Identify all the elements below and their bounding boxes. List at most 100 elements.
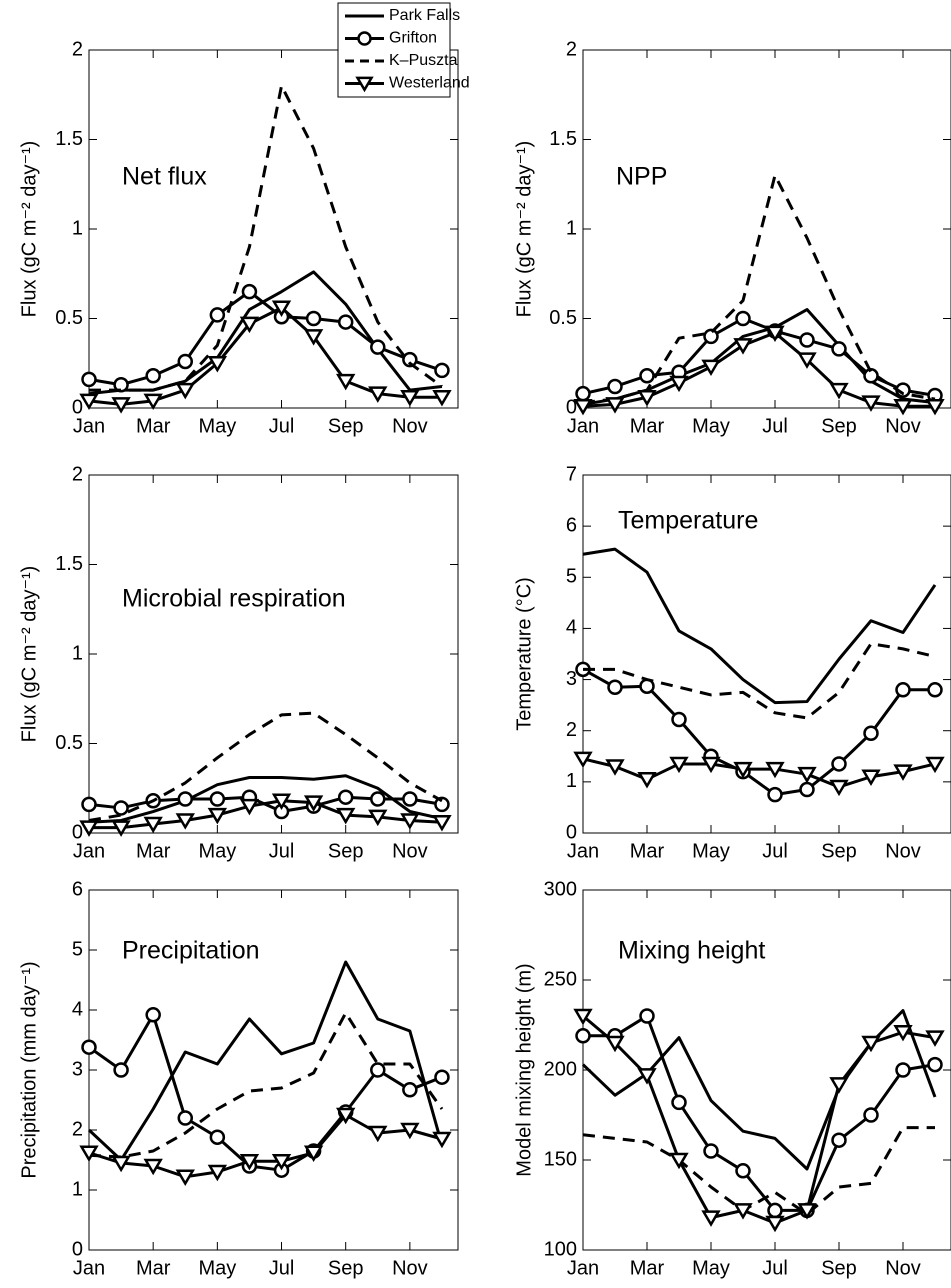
y-tick-label: 0 <box>72 821 83 843</box>
plot-frame <box>582 474 951 834</box>
panel-annotation: Mixing height <box>618 937 765 965</box>
triangle-marker <box>605 397 625 414</box>
circle-marker <box>370 791 386 807</box>
triangle-marker <box>701 756 721 774</box>
triangle-marker <box>432 815 452 832</box>
legend-box <box>337 2 451 98</box>
panel-annotation: Precipitation <box>122 937 260 965</box>
series-line <box>582 317 936 397</box>
series-line <box>88 270 443 396</box>
triangle-marker <box>368 386 388 403</box>
legend: Park Falls Grifton K–Puszta Westerland <box>337 2 470 98</box>
circle-marker <box>575 385 591 402</box>
circle-marker <box>337 314 354 330</box>
x-tick-label: Mar <box>630 1257 665 1279</box>
triangle-marker <box>432 390 452 407</box>
panel: 0 1 2 3 4 5 6 Jan Mar May Jul Sep Nov Precipitation Pr… <box>18 878 459 1279</box>
triangle-marker <box>400 1122 420 1140</box>
y-axis-label: Flux (gC m⁻² day⁻¹) <box>18 566 40 743</box>
x-tick-label: May <box>198 415 236 437</box>
y-tick-label: 2 <box>566 719 577 741</box>
circle-marker <box>145 1007 161 1023</box>
triangle-marker <box>271 300 292 317</box>
y-tick-label: 1 <box>566 770 577 792</box>
triangle-marker <box>111 1155 131 1173</box>
y-tick-label: 1 <box>72 1178 83 1200</box>
triangle-marker <box>829 382 849 400</box>
triangle-marker <box>239 316 260 334</box>
circle-marker <box>177 353 194 370</box>
triangle-marker <box>861 769 881 786</box>
triangle-marker <box>701 359 721 377</box>
circle-marker <box>113 800 129 816</box>
triangle-marker <box>637 772 657 789</box>
triangle-marker <box>175 1169 195 1187</box>
y-tick-label: 1 <box>72 642 83 664</box>
triangle-marker <box>701 1210 721 1227</box>
y-tick-label: 2 <box>72 463 83 485</box>
x-tick-label: Mar <box>630 840 665 862</box>
triangle-marker <box>925 1030 945 1047</box>
circle-marker <box>831 1132 847 1148</box>
x-tick-label: Nov <box>885 415 921 437</box>
triangle-marker <box>111 397 131 414</box>
y-tick-label: 2 <box>72 38 83 60</box>
circle-marker <box>703 328 719 345</box>
legend-marker <box>355 76 374 93</box>
triangle-marker <box>669 756 689 774</box>
x-tick-label: May <box>198 1257 236 1279</box>
legend-marker <box>357 31 372 46</box>
x-tick-label: Sep <box>821 1257 857 1279</box>
circle-marker <box>113 1062 129 1078</box>
panel: 0 0.5 1 1.5 2 Jan Mar May Jul Sep Nov NPP Flux (gC m… <box>513 38 951 437</box>
triangle-marker <box>669 375 689 393</box>
triangle-marker <box>893 764 913 781</box>
triangle-marker <box>765 325 785 343</box>
series-line <box>88 306 442 406</box>
legend-label: Grifton <box>389 30 437 47</box>
circle-marker <box>337 789 354 805</box>
circle-marker <box>639 1008 655 1024</box>
triangle-marker <box>143 816 163 834</box>
x-tick-label: Sep <box>328 840 364 862</box>
x-tick-label: Jan <box>73 840 105 862</box>
y-tick-label: 0.5 <box>55 307 83 329</box>
panel-annotation: NPP <box>616 163 667 191</box>
plot-frame <box>582 49 951 409</box>
circle-marker <box>575 1028 591 1044</box>
triangle-marker <box>861 395 881 412</box>
x-tick-label: Nov <box>885 840 921 862</box>
y-tick-label: 2 <box>566 38 577 60</box>
x-tick-label: Jul <box>762 1257 788 1279</box>
triangle-marker <box>669 1152 689 1170</box>
triangle-marker <box>79 393 99 411</box>
y-tick-label: 1.5 <box>55 128 83 150</box>
circle-marker <box>799 332 815 348</box>
series-group <box>79 960 452 1187</box>
series-line <box>582 1126 935 1216</box>
circle-marker <box>370 1062 386 1078</box>
circle-marker <box>113 376 129 393</box>
series-line <box>89 84 443 392</box>
x-tick-label: Jan <box>73 1257 105 1279</box>
circle-marker <box>863 1107 879 1123</box>
triangle-marker <box>797 766 817 784</box>
y-tick-label: 250 <box>544 968 577 990</box>
circle-marker <box>607 679 623 695</box>
y-tick-label: 3 <box>566 668 577 690</box>
x-tick-label: Jul <box>762 840 788 862</box>
circle-marker <box>177 1110 194 1126</box>
series-line <box>581 1009 937 1171</box>
circle-marker <box>863 725 879 742</box>
y-tick-label: 1 <box>566 217 577 239</box>
triangle-marker <box>765 1215 785 1233</box>
triangle-marker <box>303 795 324 812</box>
circle-marker <box>402 1082 418 1098</box>
triangle-marker <box>111 820 131 837</box>
x-tick-label: Nov <box>392 840 428 862</box>
series-line <box>88 711 443 822</box>
panel-annotation: Net flux <box>122 163 207 191</box>
triangle-marker <box>829 779 849 797</box>
series-line <box>87 960 444 1162</box>
circle-marker <box>639 368 655 384</box>
